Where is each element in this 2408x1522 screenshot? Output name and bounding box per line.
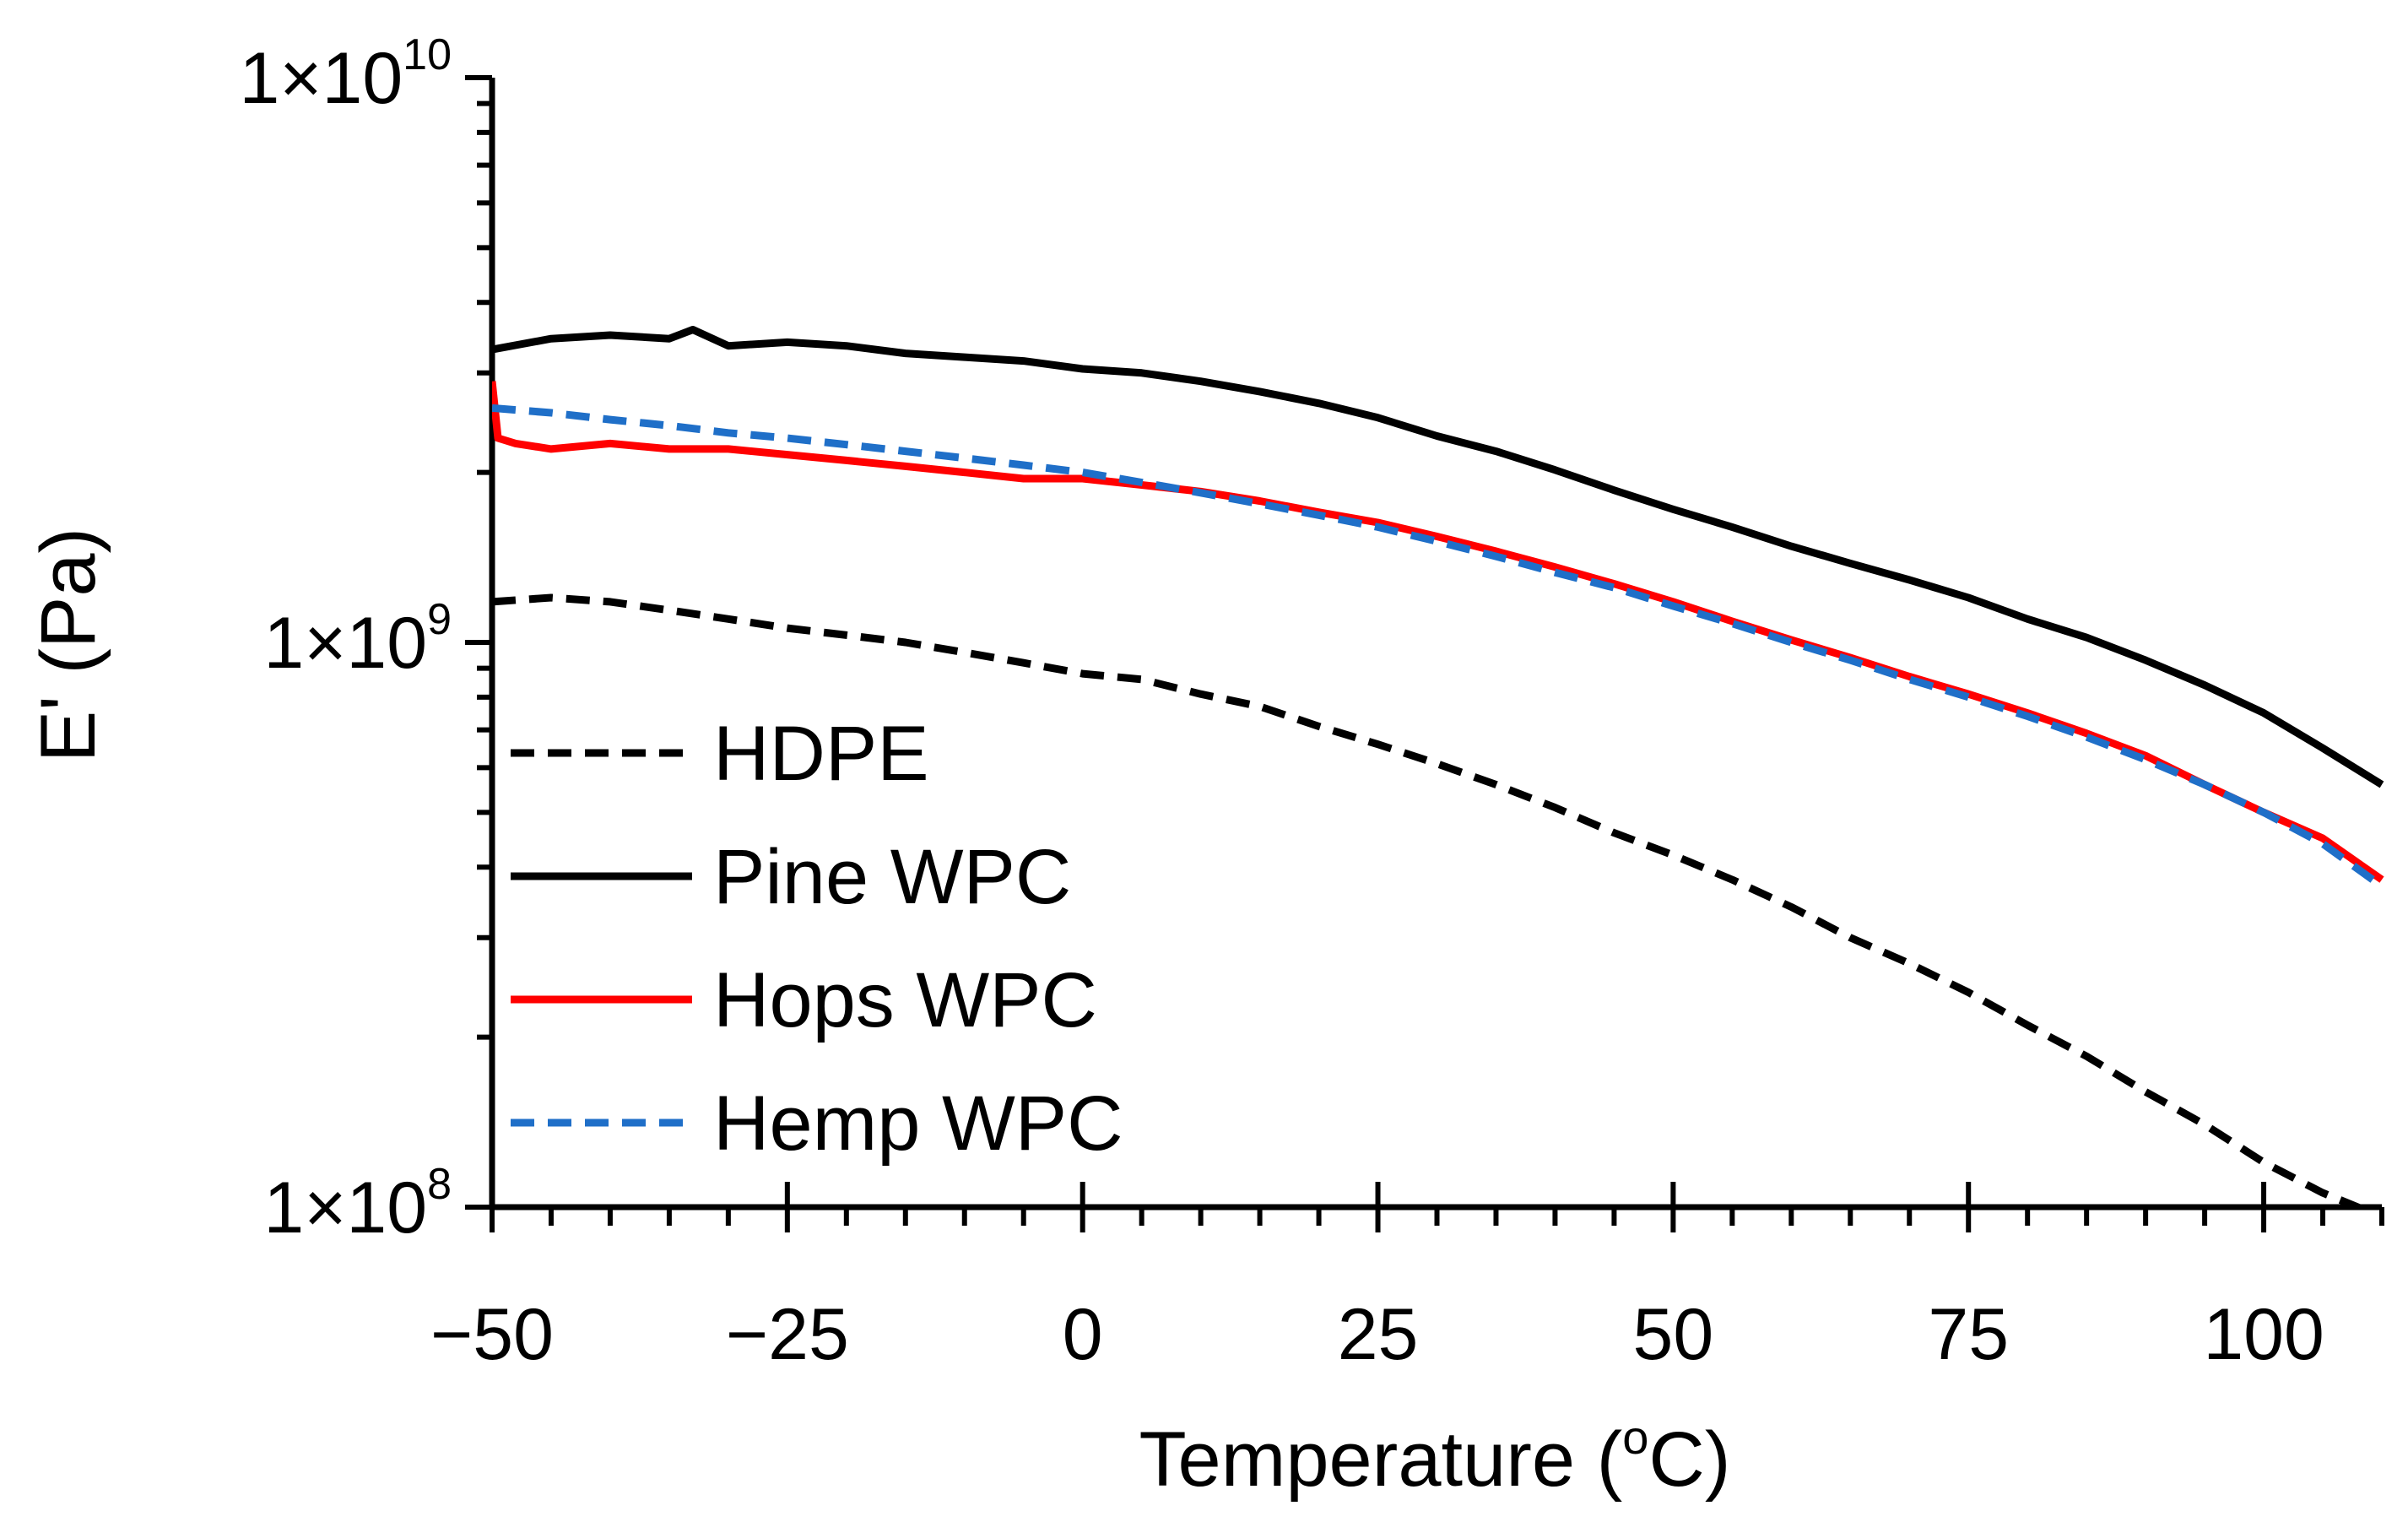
x-tick-label: 75 [1928,1294,2009,1375]
x-tick-label: 0 [1063,1294,1103,1375]
y-tick-label: 1×109 [263,595,452,684]
legend-label: Hops WPC [713,957,1097,1043]
legend: HDPE Pine WPC Hops WPC Hemp WPC [511,711,1123,1167]
legend-label: Hemp WPC [713,1081,1123,1167]
legend-label: HDPE [713,711,929,797]
series-line-pine-wpc [492,326,2384,788]
series-line-hops-wpc [492,381,2384,883]
x-tick-label: −25 [726,1294,849,1375]
y-axis-title: E' (Pa) [25,528,111,762]
series-line-hemp-wpc [492,404,2384,890]
series-line-hdpe [492,593,2368,1207]
axes-group: 1×1010 1×109 1×108 −50 −25 0 25 50 75 100 [239,30,2384,1375]
y-tick-label: 1×1010 [239,30,452,119]
x-tick-label: 25 [1338,1294,1419,1375]
series-group [492,326,2384,1207]
y-tick-label: 1×108 [263,1160,452,1248]
x-tick-label: 50 [1633,1294,1714,1375]
legend-label: Pine WPC [713,834,1071,920]
x-tick-label: 100 [2203,1294,2324,1375]
x-axis-title: Temperature (oC) [1139,1411,1731,1503]
x-tick-label: −50 [430,1294,554,1375]
